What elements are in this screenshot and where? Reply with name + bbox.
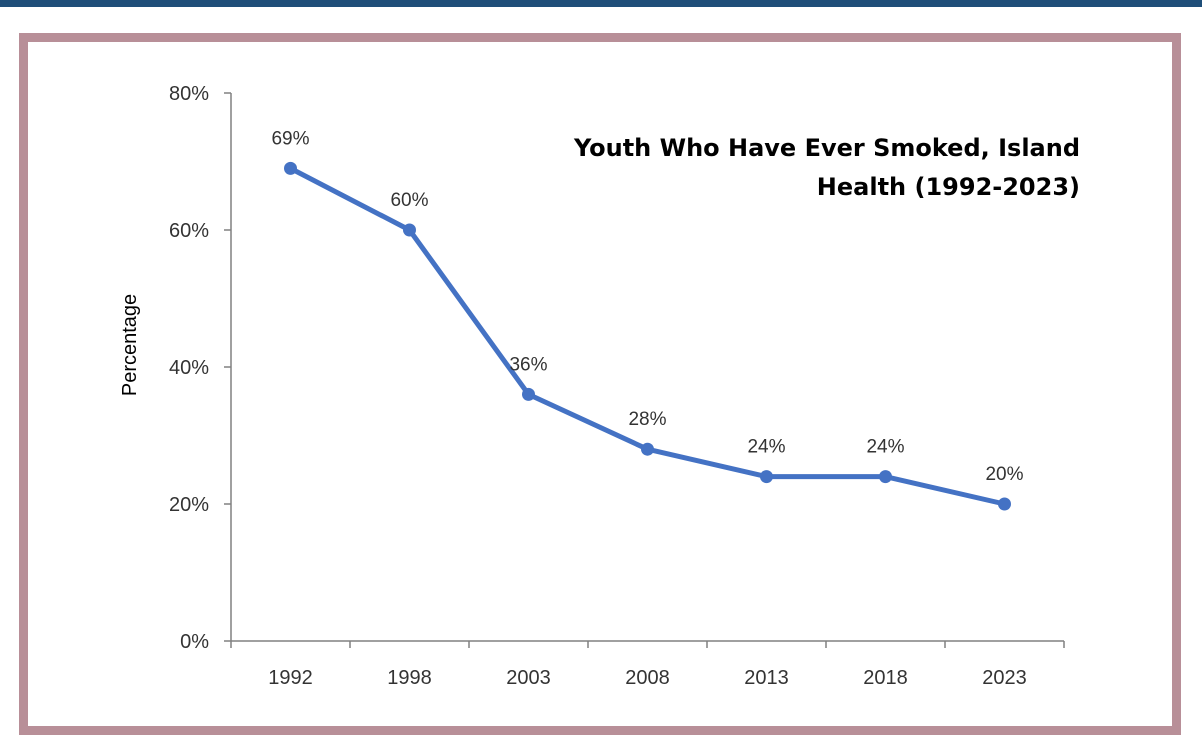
data-point <box>998 497 1011 511</box>
x-tick-label: 1992 <box>268 667 313 689</box>
y-tick-label: 20% <box>169 494 209 516</box>
data-point <box>760 470 773 484</box>
y-tick-label: 0% <box>180 631 209 653</box>
x-tick-label: 2008 <box>625 667 670 689</box>
chart-title-line-1: Youth Who Have Ever Smoked, Island <box>573 134 1080 162</box>
chart-title-line-2: Health (1992-2023) <box>817 173 1080 201</box>
x-tick-label: 2018 <box>863 667 908 689</box>
data-label: 24% <box>747 437 785 458</box>
data-label: 24% <box>866 437 904 458</box>
y-axis: 0% 20% 40% 60% 80% <box>169 83 232 653</box>
data-point <box>403 223 416 237</box>
data-point <box>522 387 535 401</box>
y-tick-label: 40% <box>169 357 209 379</box>
data-point <box>879 470 892 484</box>
y-tick-label: 80% <box>169 83 209 105</box>
x-axis: 1992 1998 2003 2008 2013 2018 2023 <box>230 640 1065 689</box>
x-tick-label: 2003 <box>506 667 551 689</box>
data-label: 28% <box>628 409 666 430</box>
data-label: 60% <box>390 190 428 211</box>
chart-frame <box>19 33 1181 735</box>
y-axis-label: Percentage <box>119 294 141 396</box>
data-label: 69% <box>271 128 309 149</box>
series <box>284 161 1011 511</box>
data-point <box>641 442 654 456</box>
x-tick-label: 2023 <box>982 667 1027 689</box>
data-label: 20% <box>985 464 1023 485</box>
data-label: 36% <box>509 354 547 375</box>
x-tick-label: 1998 <box>387 667 432 689</box>
x-tick-label: 2013 <box>744 667 789 689</box>
y-tick-label: 60% <box>169 220 209 242</box>
data-point <box>284 161 297 175</box>
top-accent-bar <box>0 0 1202 7</box>
data-labels: 69% 60% 36% 28% 24% 24% 20% <box>271 128 1023 485</box>
